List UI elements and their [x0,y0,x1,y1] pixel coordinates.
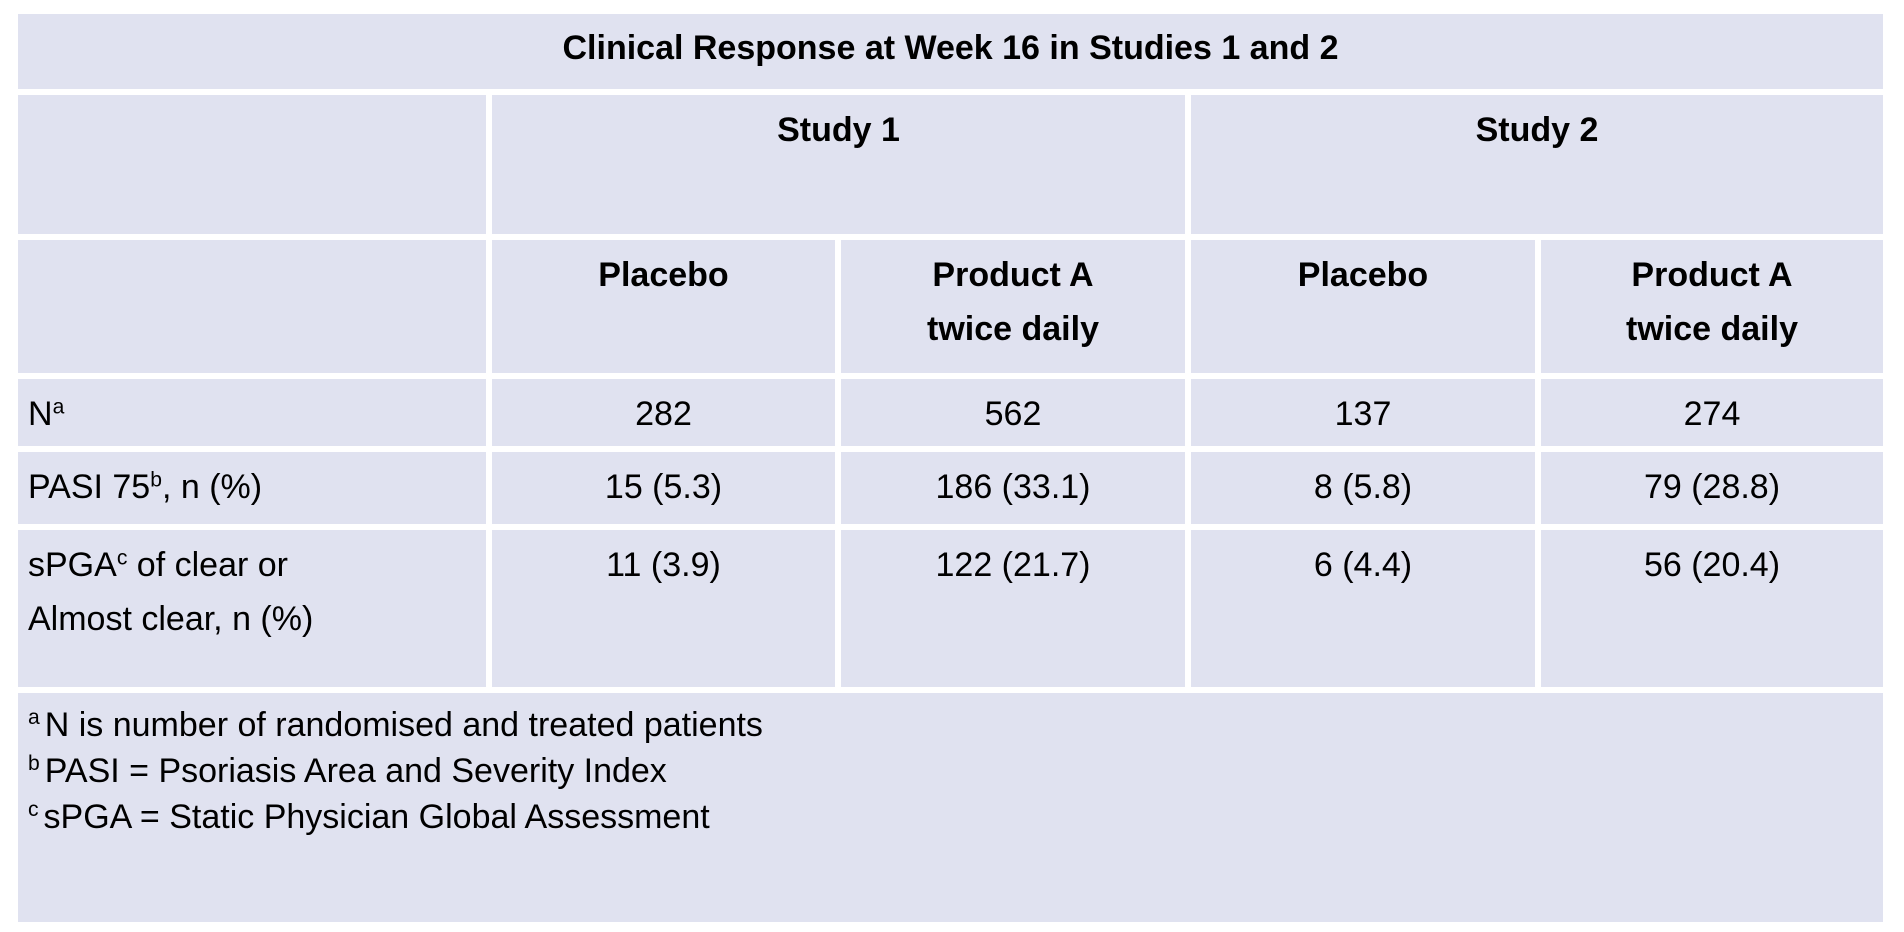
cell-pasi75-study1-placebo: 15 (5.3) [492,452,835,524]
cell-spga-study2-placebo: 6 (4.4) [1191,530,1535,687]
row-label-superscript: b [150,468,162,492]
row-label-n: Na [18,379,486,446]
col-header-line1: Product A [932,256,1094,294]
row-label-text-post: , n (%) [161,468,263,506]
cell-n-study1-product-a: 562 [841,379,1185,446]
table-title: Clinical Response at Week 16 in Studies … [18,14,1883,89]
cell-pasi75-study2-product-a: 79 (28.8) [1541,452,1883,524]
row-label-text: N [28,395,53,433]
footnote-b: b PASI = Psoriasis Area and Severity Inde… [28,749,1883,795]
footnote-text: N is number of randomised and treated pa… [44,706,763,744]
footnote-c: c sPGA = Static Physician Global Assessme… [28,795,1883,841]
col-header-study2-product-a: Product A twice daily [1541,240,1883,373]
row-label-line2: Almost clear, n (%) [28,600,314,639]
cell-pasi75-study2-placebo: 8 (5.8) [1191,452,1535,524]
group-header-study-1: Study 1 [492,95,1185,234]
cell-spga-study1-placebo: 11 (3.9) [492,530,835,687]
cell-spga-study1-product-a: 122 (21.7) [841,530,1185,687]
col-header-line2: twice daily [927,310,1099,349]
footnote-marker: a [28,706,40,730]
col-header-study2-placebo: Placebo [1191,240,1535,373]
stub-cell-columns [18,240,486,373]
col-header-line2: twice daily [1626,310,1798,349]
stub-cell-groups [18,95,486,234]
col-header-study1-placebo: Placebo [492,240,835,373]
col-header-line1: Placebo [598,256,729,294]
cell-n-study1-placebo: 282 [492,379,835,446]
row-label-superscript: a [52,395,65,419]
footnote-text: sPGA = Static Physician Global Assessmen… [43,797,710,836]
footnote-marker: b [28,752,40,776]
cell-pasi75-study1-product-a: 186 (33.1) [841,452,1185,524]
row-label-superscript: c [116,546,128,570]
clinical-response-table: Clinical Response at Week 16 in Studies … [18,14,1883,922]
row-label-text: PASI 75 [28,468,151,506]
col-header-line1: Product A [1631,256,1793,294]
footnote-marker: c [28,798,39,822]
row-label-pasi75: PASI 75b, n (%) [18,452,486,524]
footnote-text: PASI = Psoriasis Area and Severity Index [44,751,667,790]
cell-spga-study2-product-a: 56 (20.4) [1541,530,1883,687]
group-header-study-2: Study 2 [1191,95,1883,234]
cell-n-study2-placebo: 137 [1191,379,1535,446]
col-header-line1: Placebo [1297,256,1429,294]
row-label-text-post: of clear or [127,546,288,584]
row-label-spga: sPGAc of clear or Almost clear, n (%) [18,530,486,687]
cell-n-study2-product-a: 274 [1541,379,1883,446]
row-label-text: sPGA [28,546,117,584]
col-header-study1-product-a: Product A twice daily [841,240,1185,373]
